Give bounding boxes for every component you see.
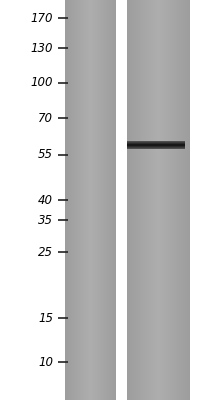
Text: 70: 70 [38, 112, 53, 124]
Text: 10: 10 [38, 356, 53, 368]
Text: 130: 130 [31, 42, 53, 54]
Text: 170: 170 [31, 12, 53, 24]
Text: 40: 40 [38, 194, 53, 206]
Text: 25: 25 [38, 246, 53, 258]
Text: 100: 100 [31, 76, 53, 90]
Text: 15: 15 [38, 312, 53, 324]
Text: 55: 55 [38, 148, 53, 162]
Text: 35: 35 [38, 214, 53, 226]
